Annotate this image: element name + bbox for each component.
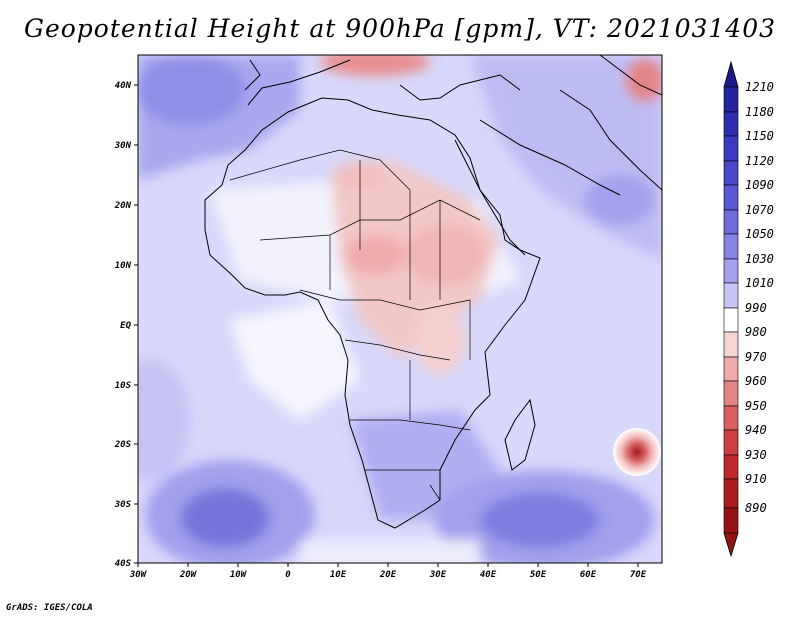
lat-tick-label: 10N [115,261,132,271]
colorbar-label: 930 [745,448,767,462]
lat-tick-label: 30S [114,500,132,510]
colorbar-top-arrow [723,60,739,88]
lon-tick-label: 40E [480,570,497,580]
lat-tick-label: 10S [115,381,132,391]
colorbar-label: 1180 [745,105,774,119]
map-frame [137,54,663,564]
colorbar-bottom-arrow [723,532,739,558]
cyclone-low [613,428,661,476]
lon-tick-label: 30W [129,570,148,580]
height-field [138,55,662,563]
colorbar-label: 1090 [745,178,774,192]
lon-tick-label: 20E [379,570,397,580]
footer-credit: GrADS: IGES/COLA [6,603,93,613]
lat-tick-label: 40N [115,81,132,91]
lon-tick-label: 70E [630,570,647,580]
lat-tick-label: 40S [115,559,132,569]
lat-tick-label: 20N [114,201,132,211]
colorbar-label: 1030 [745,252,774,266]
lon-tick-label: 30E [429,570,447,580]
colorbar-label: 1010 [745,276,774,290]
lat-tick-label: 30N [114,141,132,151]
colorbar-label: 980 [745,325,767,339]
colorbar-label: 1120 [745,154,774,168]
lon-tick-label: 10W [230,570,248,580]
lat-tick-label: 20S [114,440,132,450]
chart-title: Geopotential Height at 900hPa [gpm], VT:… [23,14,777,43]
colorbar-label: 1070 [745,203,774,217]
lat-axis: 40N 30N 20N 10N EQ 10S 20S 30S 40S [114,81,138,569]
lon-tick-label: 50E [530,570,547,580]
lon-tick-label: 60E [580,570,597,580]
lon-tick-label: 10E [330,570,347,580]
colorbar-label: 940 [745,423,767,437]
lon-tick-label: 0 [285,570,291,580]
colorbar-label: 910 [745,472,767,486]
coastlines [204,55,662,529]
colorbar-label: 960 [745,374,767,388]
colorbar-label: 1050 [745,227,774,241]
lon-axis: 30W 20W 10W 0 10E 20E 30E 40E 50E 60E 70… [129,563,647,580]
lat-tick-label: EQ [120,321,131,331]
colorbar-label: 1210 [745,80,774,94]
country-borders [229,149,481,501]
colorbar-label: 970 [745,350,767,364]
colorbar-label: 890 [745,501,767,515]
colorbar-label: 950 [745,399,767,413]
lon-tick-label: 20W [179,570,198,580]
colorbar: 1210 1180 1150 1120 1090 1070 1050 1030 … [723,60,774,558]
colorbar-label: 1150 [745,129,774,143]
colorbar-label: 990 [745,301,767,315]
